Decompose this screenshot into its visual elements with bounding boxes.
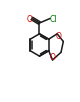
Text: O: O (26, 15, 32, 24)
Text: Cl: Cl (50, 15, 57, 24)
Text: O: O (56, 32, 62, 41)
Text: O: O (50, 53, 56, 62)
